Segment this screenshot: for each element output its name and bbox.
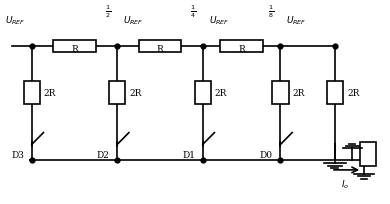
Text: 2R: 2R bbox=[44, 88, 56, 97]
Text: D1: D1 bbox=[182, 151, 195, 160]
Text: $\frac{1}{8}$: $\frac{1}{8}$ bbox=[268, 3, 274, 20]
Text: R: R bbox=[157, 44, 163, 53]
Bar bbox=[272, 82, 289, 104]
Text: $\frac{1}{4}$: $\frac{1}{4}$ bbox=[190, 3, 196, 20]
Bar bbox=[109, 82, 126, 104]
Bar bbox=[195, 82, 211, 104]
Text: 2R: 2R bbox=[347, 88, 359, 97]
Bar bbox=[327, 82, 343, 104]
Bar bbox=[139, 41, 181, 53]
Text: 2R: 2R bbox=[292, 88, 305, 97]
Text: $U_{REF}$: $U_{REF}$ bbox=[209, 15, 229, 27]
Text: $I_o$: $I_o$ bbox=[341, 178, 349, 190]
Text: 2R: 2R bbox=[215, 88, 227, 97]
Text: $U_{REF}$: $U_{REF}$ bbox=[286, 15, 307, 27]
Text: 2R: 2R bbox=[129, 88, 142, 97]
Text: $\frac{1}{2}$: $\frac{1}{2}$ bbox=[105, 3, 111, 20]
Text: R: R bbox=[238, 44, 245, 53]
Text: D2: D2 bbox=[97, 151, 110, 160]
Bar bbox=[53, 41, 96, 53]
Bar bbox=[360, 143, 376, 166]
Bar bbox=[24, 82, 40, 104]
Text: D0: D0 bbox=[260, 151, 273, 160]
Bar bbox=[220, 41, 263, 53]
Text: R: R bbox=[71, 44, 78, 53]
Text: $U_{REF}$: $U_{REF}$ bbox=[5, 15, 25, 27]
Text: D3: D3 bbox=[11, 151, 24, 160]
Text: $U_{REF}$: $U_{REF}$ bbox=[123, 15, 144, 27]
